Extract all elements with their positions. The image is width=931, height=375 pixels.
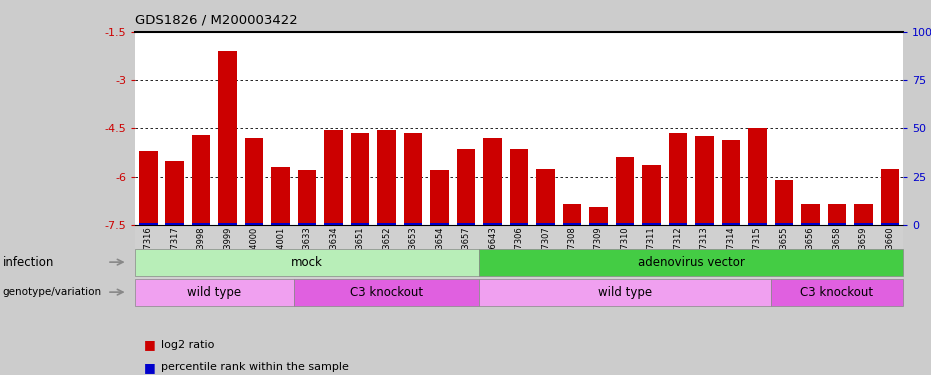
Bar: [801, 223, 819, 225]
Bar: [854, 223, 872, 225]
Bar: [351, 133, 370, 225]
Bar: [589, 223, 608, 225]
Bar: [749, 128, 766, 225]
Bar: [881, 223, 899, 225]
Text: ■: ■: [144, 361, 156, 374]
Bar: [298, 223, 317, 225]
Text: C3 knockout: C3 knockout: [801, 286, 873, 298]
Bar: [324, 130, 343, 225]
Bar: [166, 160, 184, 225]
Bar: [219, 51, 237, 225]
Bar: [881, 169, 899, 225]
Bar: [245, 223, 263, 225]
Bar: [801, 204, 819, 225]
Text: C3 knockout: C3 knockout: [350, 286, 424, 298]
Bar: [828, 223, 846, 225]
Bar: [219, 223, 237, 225]
Bar: [272, 167, 290, 225]
Text: log2 ratio: log2 ratio: [161, 340, 214, 350]
Bar: [483, 223, 502, 225]
Bar: [562, 223, 581, 225]
Bar: [536, 169, 555, 225]
Text: mock: mock: [291, 256, 323, 268]
Bar: [510, 149, 528, 225]
Bar: [192, 135, 210, 225]
Bar: [695, 136, 714, 225]
Bar: [430, 170, 449, 225]
Bar: [404, 133, 423, 225]
Bar: [245, 138, 263, 225]
Bar: [854, 204, 872, 225]
Bar: [483, 138, 502, 225]
Bar: [192, 223, 210, 225]
Bar: [722, 223, 740, 225]
Bar: [775, 223, 793, 225]
Text: wild type: wild type: [598, 286, 652, 298]
Bar: [351, 223, 370, 225]
Bar: [377, 223, 396, 225]
Bar: [668, 223, 687, 225]
Bar: [457, 149, 476, 225]
Text: percentile rank within the sample: percentile rank within the sample: [161, 363, 349, 372]
Bar: [642, 223, 661, 225]
Bar: [695, 223, 714, 225]
Text: infection: infection: [3, 256, 54, 268]
Bar: [828, 204, 846, 225]
Bar: [430, 223, 449, 225]
Bar: [139, 151, 157, 225]
Bar: [404, 223, 423, 225]
Bar: [139, 223, 157, 225]
Text: wild type: wild type: [187, 286, 241, 298]
Bar: [562, 204, 581, 225]
Bar: [615, 158, 634, 225]
Bar: [377, 130, 396, 225]
Bar: [642, 165, 661, 225]
Text: ■: ■: [144, 339, 156, 351]
Bar: [722, 140, 740, 225]
Text: adenovirus vector: adenovirus vector: [638, 256, 745, 268]
Bar: [668, 133, 687, 225]
Bar: [166, 223, 184, 225]
Bar: [749, 223, 766, 225]
Bar: [589, 207, 608, 225]
Bar: [324, 223, 343, 225]
Bar: [510, 223, 528, 225]
Bar: [775, 180, 793, 225]
Bar: [298, 170, 317, 225]
Bar: [457, 223, 476, 225]
Bar: [272, 223, 290, 225]
Text: GDS1826 / M200003422: GDS1826 / M200003422: [135, 13, 298, 26]
Bar: [536, 223, 555, 225]
Bar: [615, 223, 634, 225]
Text: genotype/variation: genotype/variation: [3, 287, 101, 297]
